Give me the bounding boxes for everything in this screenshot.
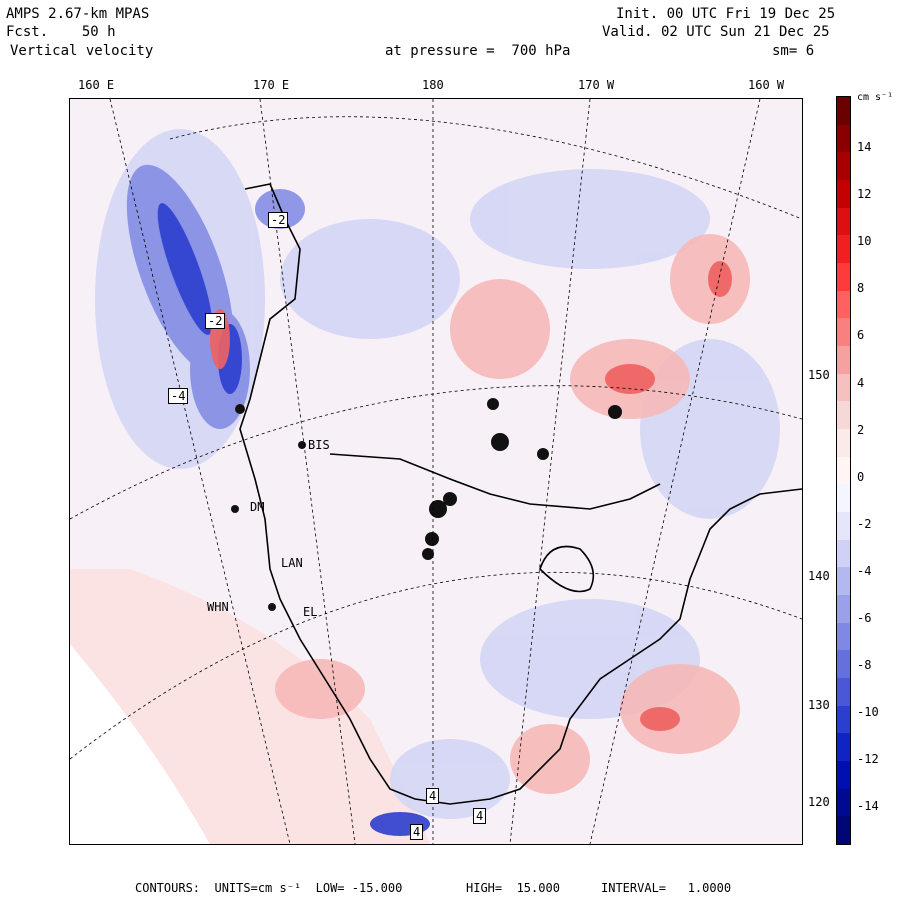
colorbar-label: 4	[857, 375, 865, 390]
colorbar-segment	[837, 207, 850, 236]
colorbar-segment	[837, 512, 850, 540]
colorbar-label: -14	[857, 799, 879, 814]
colorbar-segment	[837, 622, 850, 651]
colorbar	[836, 96, 851, 845]
box-label-4b: 4	[410, 824, 424, 840]
colorbar-segment	[837, 97, 850, 125]
colorbar-segment	[837, 429, 850, 457]
valid-time: Valid. 02 UTC Sun 21 Dec 25	[602, 24, 830, 40]
colorbar-label: -12	[857, 752, 879, 767]
field-name: Vertical velocity	[10, 43, 154, 59]
colorbar-label: -8	[857, 658, 872, 673]
colorbar-label: 0	[857, 469, 865, 484]
colorbar-unit: cm s⁻¹	[857, 92, 894, 103]
colorbar-segment	[837, 733, 850, 762]
footer-high: HIGH= 15.000	[466, 881, 560, 895]
colorbar-segment	[837, 539, 850, 568]
box-label-min: -2	[205, 313, 226, 329]
colorbar-segment	[837, 456, 850, 485]
colorbar-label: 2	[857, 422, 865, 437]
lon-tick-160w: 160 W	[748, 78, 785, 92]
lon-tick-170w: 170 W	[578, 78, 615, 92]
pressure-level: at pressure = 700 hPa	[385, 43, 571, 59]
station-lan: LAN	[281, 556, 303, 570]
colorbar-label: -10	[857, 705, 879, 720]
colorbar-segment	[837, 401, 850, 430]
box-label-4c: 4	[426, 788, 440, 804]
box-label-4a: 4	[473, 808, 487, 824]
colorbar-label: 8	[857, 281, 865, 296]
colorbar-segment	[837, 484, 850, 513]
colorbar-label: -2	[857, 516, 872, 531]
box-label-max: -2	[268, 212, 289, 228]
colorbar-segment	[837, 124, 850, 153]
lon-tick-160e: 160 E	[78, 78, 115, 92]
colorbar-segment	[837, 816, 850, 845]
colorbar-segment	[837, 318, 850, 347]
colorbar-segment	[837, 263, 850, 291]
colorbar-label: -6	[857, 611, 872, 625]
vertical-velocity-map	[69, 98, 803, 845]
colorbar-segment	[837, 346, 850, 374]
colorbar-segment	[837, 705, 850, 734]
colorbar-label: 12	[857, 187, 872, 202]
lon-tick-180: 180	[422, 78, 444, 92]
station-dm: DM	[250, 500, 265, 514]
footer-contours: CONTOURS: UNITS=cm s⁻¹ LOW= -15.000	[135, 881, 403, 895]
colorbar-segment	[837, 373, 850, 402]
lon-tick-170e: 170 E	[253, 78, 290, 92]
colorbar-label: 14	[857, 140, 872, 154]
colorbar-segment	[837, 180, 850, 208]
colorbar-label: 6	[857, 328, 865, 343]
colorbar-label: -4	[857, 563, 872, 578]
forecast-hour: Fcst. 50 h	[6, 24, 116, 40]
colorbar-segment	[837, 761, 850, 789]
init-time: Init. 00 UTC Fri 19 Dec 25	[616, 6, 836, 22]
station-whn: WHN	[207, 600, 229, 614]
colorbar-label: 10	[857, 234, 872, 249]
colorbar-segment	[837, 650, 850, 679]
model-title: AMPS 2.67-km MPAS	[6, 6, 150, 22]
colorbar-segment	[837, 235, 850, 264]
footer-interval: INTERVAL= 1.0000	[601, 881, 732, 895]
colorbar-segment	[837, 152, 850, 181]
colorbar-segment	[837, 595, 850, 623]
station-el: EL	[303, 605, 318, 619]
colorbar-segment	[837, 290, 850, 319]
smoothing: sm= 6	[772, 43, 815, 59]
colorbar-segment	[837, 567, 850, 596]
station-bis: BIS	[308, 438, 330, 452]
box-label-min-2: -4	[168, 388, 189, 404]
colorbar-segment	[837, 788, 850, 817]
colorbar-segment	[837, 678, 850, 706]
